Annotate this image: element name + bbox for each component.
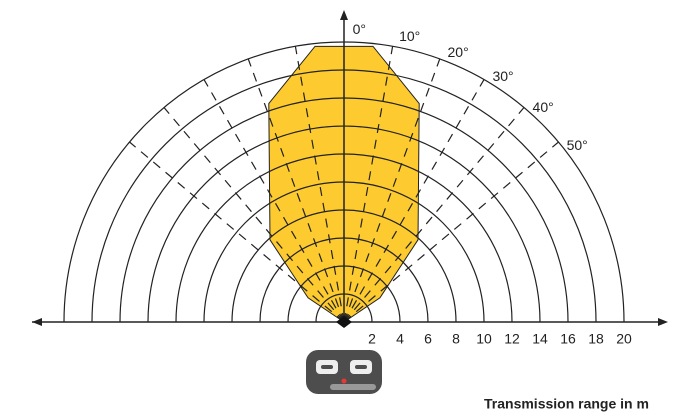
range-tick-label: 20 — [616, 331, 632, 347]
angle-tick-label: 50° — [567, 137, 588, 153]
angle-tick-label: 30° — [492, 68, 513, 84]
angle-tick-label: 40° — [533, 99, 554, 115]
range-tick-label: 12 — [504, 331, 520, 347]
range-tick-label: 6 — [424, 331, 432, 347]
range-tick-label: 16 — [560, 331, 576, 347]
range-tick-label: 2 — [368, 331, 376, 347]
range-tick-label: 18 — [588, 331, 604, 347]
range-tick-label: 4 — [396, 331, 404, 347]
plot: 2 4 6 8 10 12 14 16 18 20 0° 10° 20° 30° 40° 50° — [32, 10, 668, 347]
device-icon — [306, 350, 382, 394]
chart-title: Transmission range in m — [484, 396, 649, 412]
angle-tick-label: 20° — [448, 44, 469, 60]
chart: 2 4 6 8 10 12 14 16 18 20 0° 10° 20° 30° 40° 50° Transm… — [0, 0, 697, 412]
range-tick-label: 8 — [452, 331, 460, 347]
angle-tick-label: 10° — [399, 28, 420, 44]
angle-tick-label: 0° — [353, 21, 366, 37]
range-tick-label: 14 — [532, 331, 548, 347]
range-tick-label: 10 — [476, 331, 492, 347]
